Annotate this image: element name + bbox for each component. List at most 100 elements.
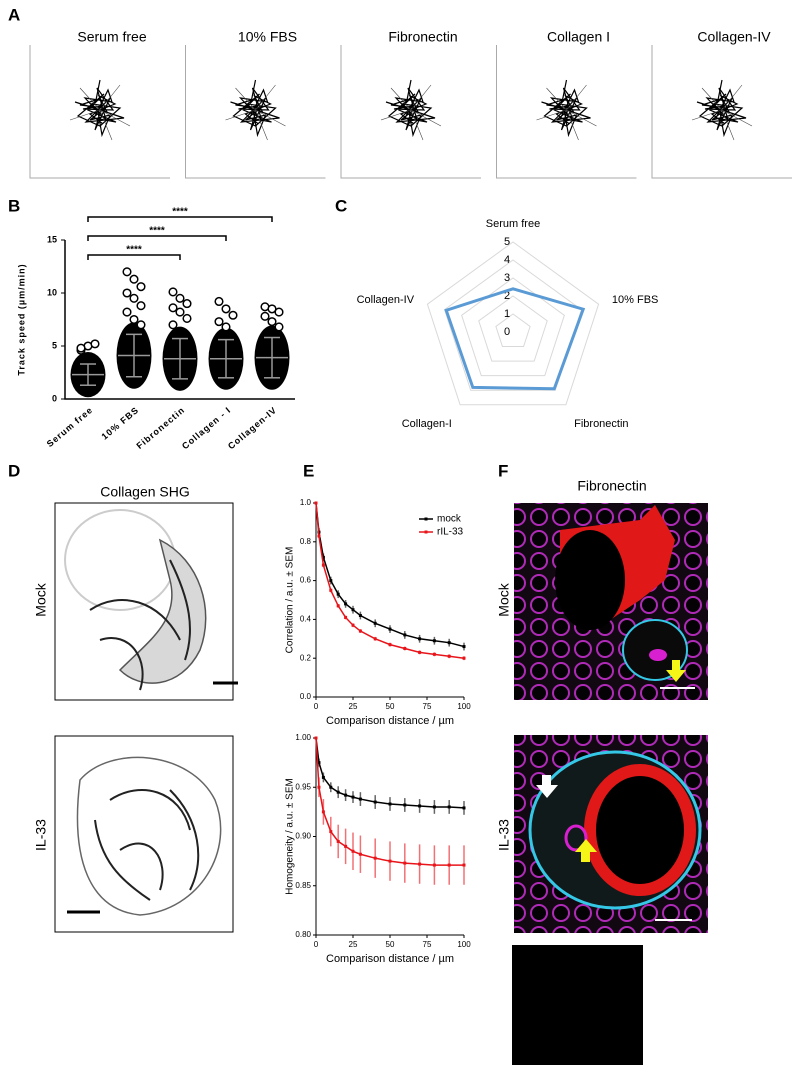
legend: Fibronectin ILC2 CD31 EPCAM <box>532 956 614 1048</box>
x-tick-label: 25 <box>349 940 358 949</box>
panel-label: B <box>8 196 20 215</box>
x-tick-label: 100 <box>457 940 471 949</box>
point <box>358 614 362 618</box>
x-tick-label: 75 <box>423 702 432 711</box>
track-plot <box>69 79 131 141</box>
point <box>432 639 436 643</box>
radar-line <box>444 287 586 391</box>
point <box>336 592 340 596</box>
axis <box>651 45 792 179</box>
point <box>462 656 466 660</box>
axis <box>340 45 481 179</box>
x-tick-label: 10% FBS <box>100 405 141 442</box>
point <box>432 652 436 656</box>
point <box>129 274 139 284</box>
row-label: IL-33 <box>33 819 49 851</box>
panel-f: Fibronectin Mock IL-33 Fibronectin ILC2 CD… <box>496 478 708 1065</box>
point <box>388 859 392 863</box>
point <box>358 797 362 801</box>
point <box>122 267 132 277</box>
point <box>329 588 333 592</box>
chart-c: 0 1 2 3 4 5 Serum free 10% FBS Fibronectin Collag… <box>357 218 659 430</box>
point <box>351 623 355 627</box>
arrow <box>575 839 597 862</box>
point <box>90 339 100 349</box>
panel-label: F <box>498 461 508 480</box>
r-tick-label: 0 <box>504 326 510 338</box>
point <box>462 645 466 649</box>
y-tick-label: 0.85 <box>295 881 311 890</box>
y-tick-label: 15 <box>47 234 57 244</box>
r-tick-label: 4 <box>504 254 510 266</box>
point <box>373 800 377 804</box>
point <box>432 863 436 867</box>
x-tick-label: 0 <box>314 940 319 949</box>
legend-label: ILC2 <box>532 981 565 998</box>
point <box>462 806 466 810</box>
y-tick-label: 0.2 <box>300 653 312 662</box>
r-tick-label: 2 <box>504 290 510 302</box>
point <box>168 320 178 330</box>
row-label: IL-33 <box>496 819 512 851</box>
y-tick-label: 10 <box>47 287 57 297</box>
x-tick-label: 100 <box>457 702 471 711</box>
point <box>122 307 132 317</box>
point <box>462 863 466 867</box>
point <box>317 785 321 789</box>
point <box>129 293 139 303</box>
panel-title: Fibronectin <box>577 478 646 494</box>
point <box>175 293 185 303</box>
category-label: Collagen-I <box>402 418 452 430</box>
point <box>336 790 340 794</box>
y-tick-label: 0.6 <box>300 576 312 585</box>
point <box>274 322 284 332</box>
point <box>260 311 270 321</box>
panel-label: E <box>303 461 314 480</box>
x-axis-label: Comparison distance / µm <box>326 715 454 727</box>
grid-ring <box>461 277 565 377</box>
chart-b: 0 5 10 15 Track speed (µm/min) Serum free 10% … <box>16 207 295 451</box>
panel-title: Collagen SHG <box>100 484 190 500</box>
significance-bar <box>87 235 227 241</box>
point <box>344 615 348 619</box>
panel-title: Fibronectin <box>388 29 457 45</box>
y-tick-label: 0.8 <box>300 537 312 546</box>
point <box>447 863 451 867</box>
point <box>432 805 436 809</box>
x-tick-label: 0 <box>314 702 319 711</box>
grid-ring <box>426 241 600 406</box>
point <box>403 633 407 637</box>
y-tick-label: 1.00 <box>295 733 311 742</box>
point <box>136 301 146 311</box>
panel-label: D <box>8 461 20 480</box>
point <box>388 627 392 631</box>
y-tick-label: 0.0 <box>300 692 312 701</box>
point <box>129 314 139 325</box>
image-texture <box>94 789 200 901</box>
panel-label: A <box>8 5 20 24</box>
point <box>321 555 325 559</box>
point <box>317 761 321 765</box>
point <box>221 304 231 314</box>
axis <box>496 45 637 179</box>
point <box>418 804 422 808</box>
r-tick-label: 3 <box>504 272 510 284</box>
legend-label: rIL-33 <box>437 527 464 538</box>
point <box>321 810 325 814</box>
grid-ring <box>443 259 583 391</box>
x-tick-label: 50 <box>386 702 395 711</box>
point <box>403 803 407 807</box>
point <box>168 303 178 313</box>
panel-title: Collagen I <box>547 29 610 45</box>
point <box>358 629 362 633</box>
point <box>358 852 362 856</box>
axis <box>29 45 170 179</box>
point <box>214 317 224 327</box>
image-texture <box>76 756 222 916</box>
point <box>228 310 238 320</box>
y-tick-label: 0.4 <box>300 615 312 624</box>
y-axis-label: Track speed (µm/min) <box>16 263 26 375</box>
